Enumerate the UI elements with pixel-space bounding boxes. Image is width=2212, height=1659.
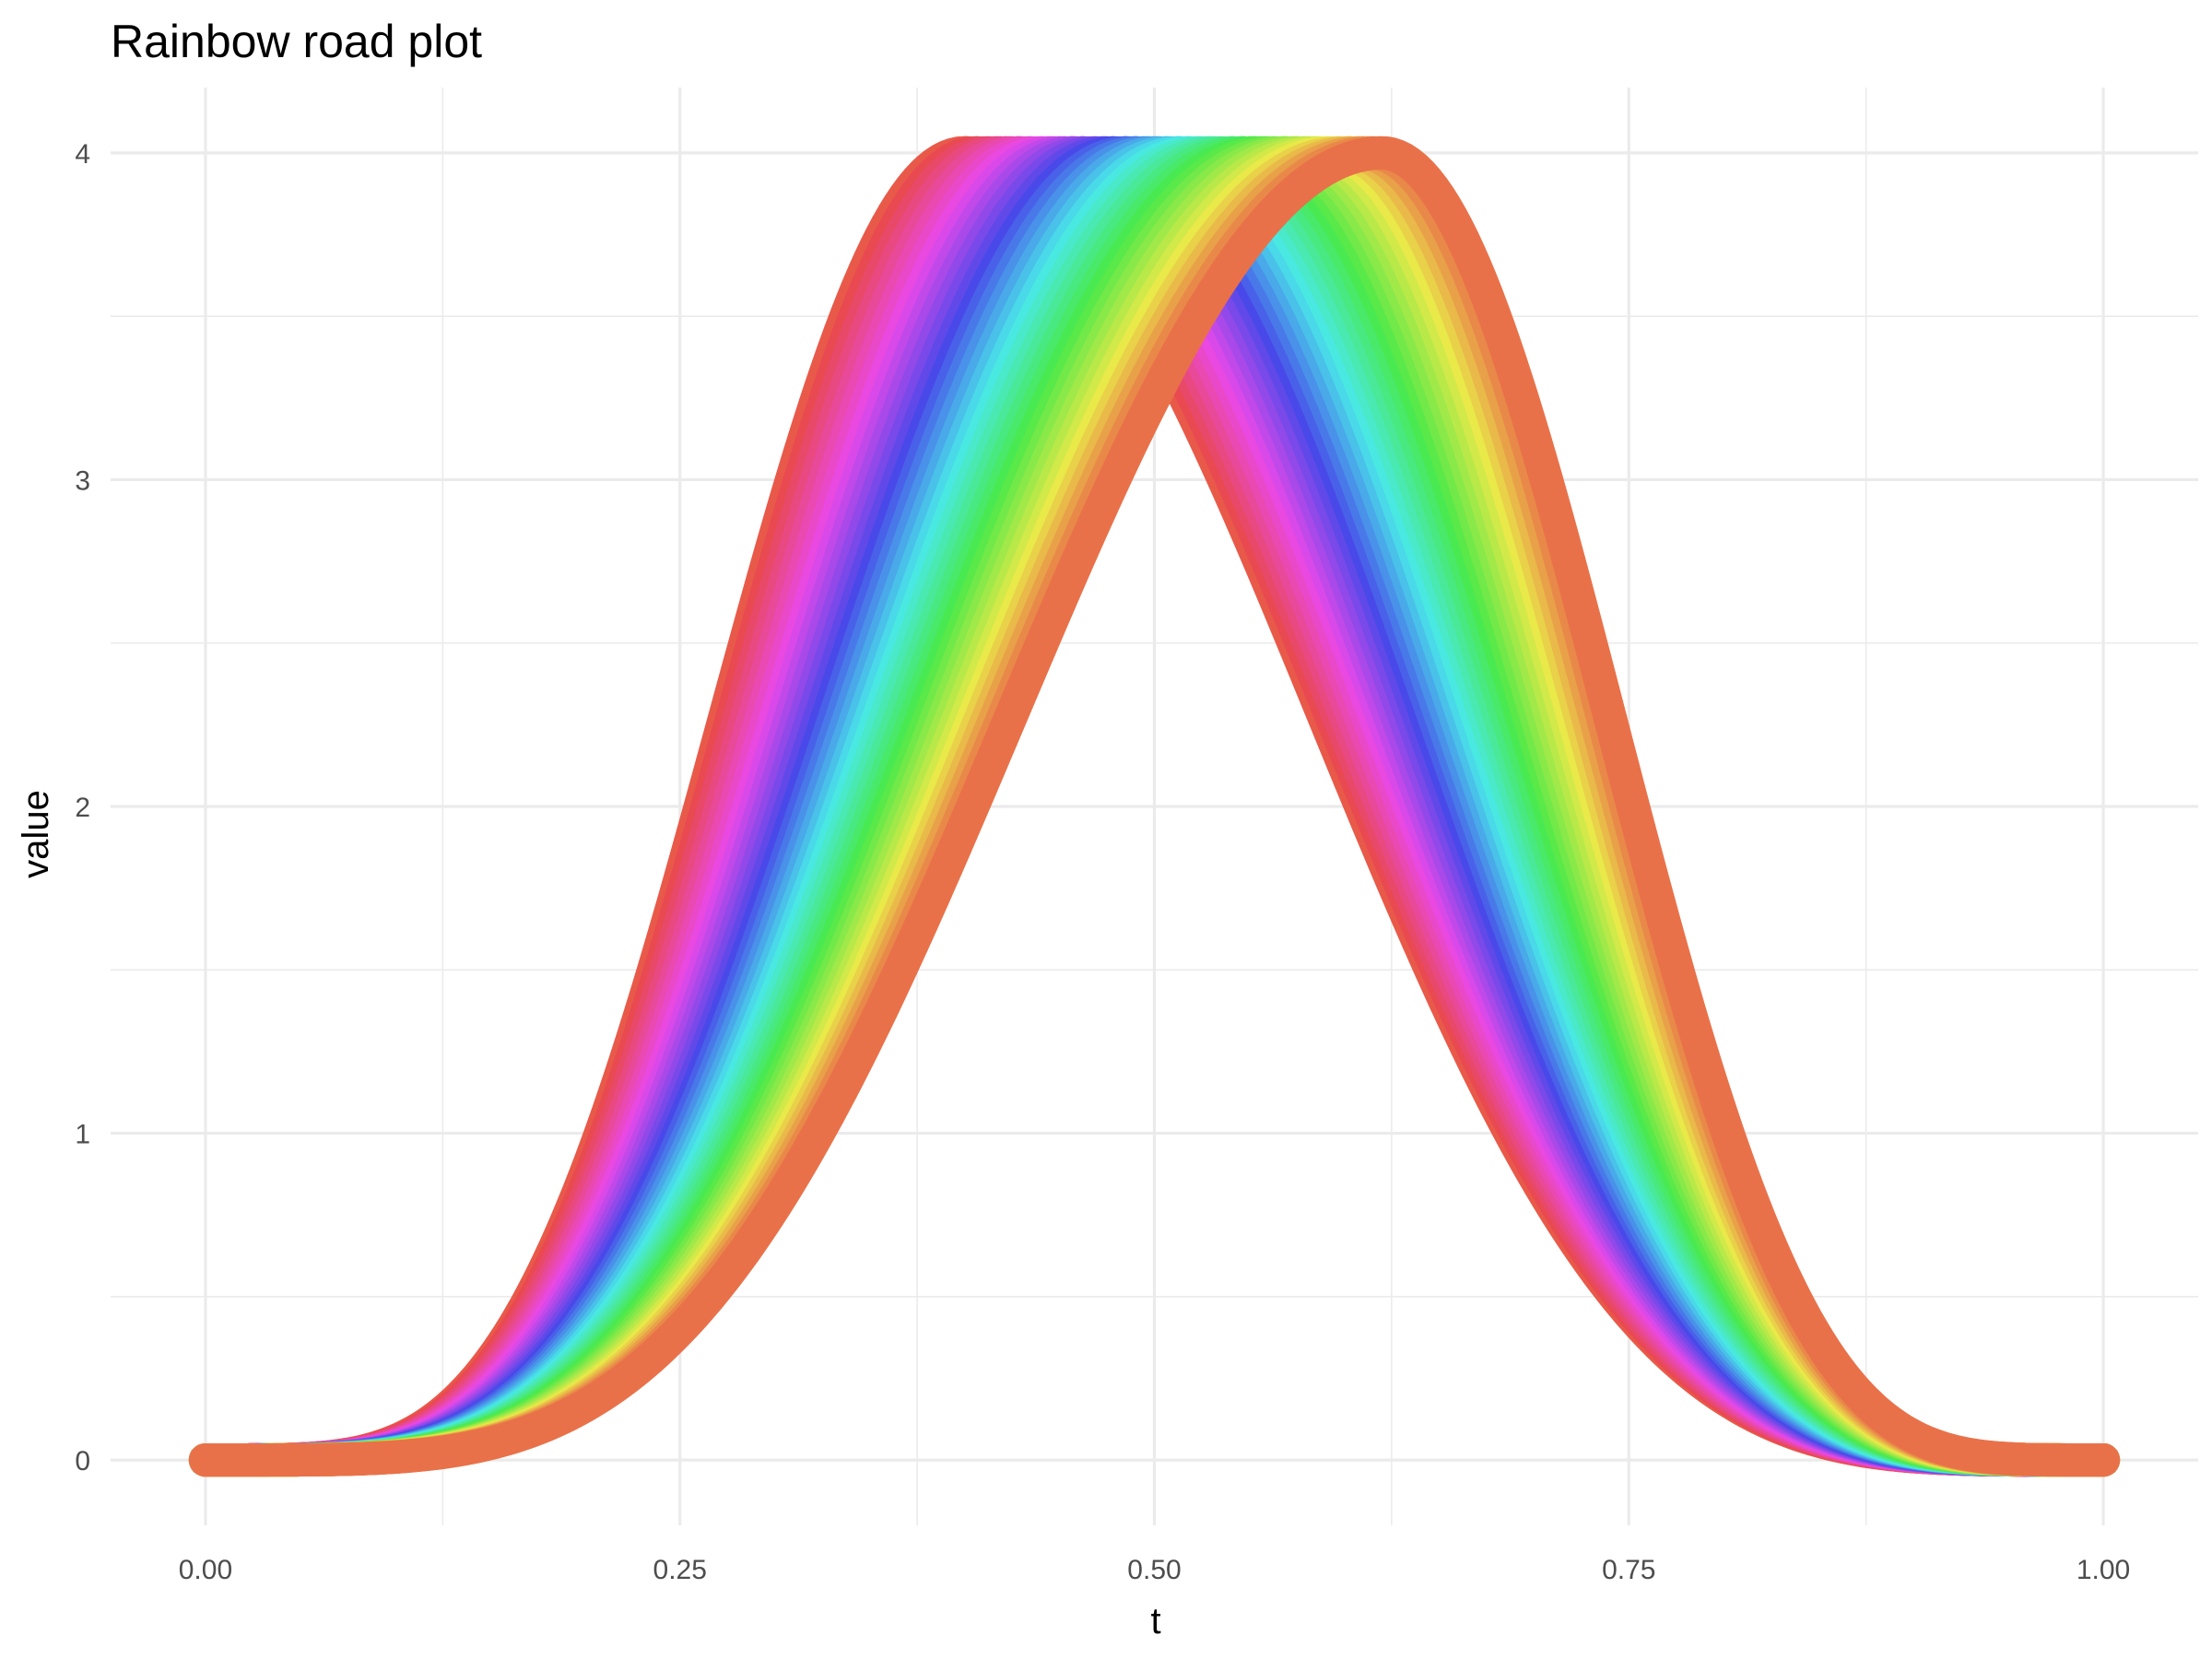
y-tick-label: 0 bbox=[75, 1446, 90, 1477]
y-tick-label: 4 bbox=[75, 139, 90, 170]
y-tick-label: 1 bbox=[75, 1120, 90, 1150]
x-tick-label: 0.75 bbox=[1602, 1555, 1655, 1585]
y-tick-label: 3 bbox=[75, 465, 90, 496]
x-axis-ticks: 0.00 0.25 0.50 0.75 1.00 bbox=[179, 1555, 2130, 1585]
chart-title: Rainbow road plot bbox=[111, 16, 482, 67]
y-axis-ticks: 0 1 2 3 4 bbox=[75, 139, 90, 1477]
rising-band-line bbox=[188, 135, 2121, 1477]
y-axis-title: value bbox=[16, 790, 56, 878]
x-tick-label: 0.00 bbox=[179, 1555, 232, 1585]
x-tick-label: 1.00 bbox=[2077, 1555, 2130, 1585]
x-axis-title: t bbox=[1150, 1601, 1160, 1641]
y-tick-label: 2 bbox=[75, 793, 90, 823]
rainbow-bands bbox=[188, 135, 2121, 1477]
x-tick-label: 0.50 bbox=[1127, 1555, 1181, 1585]
x-tick-label: 0.25 bbox=[653, 1555, 707, 1585]
